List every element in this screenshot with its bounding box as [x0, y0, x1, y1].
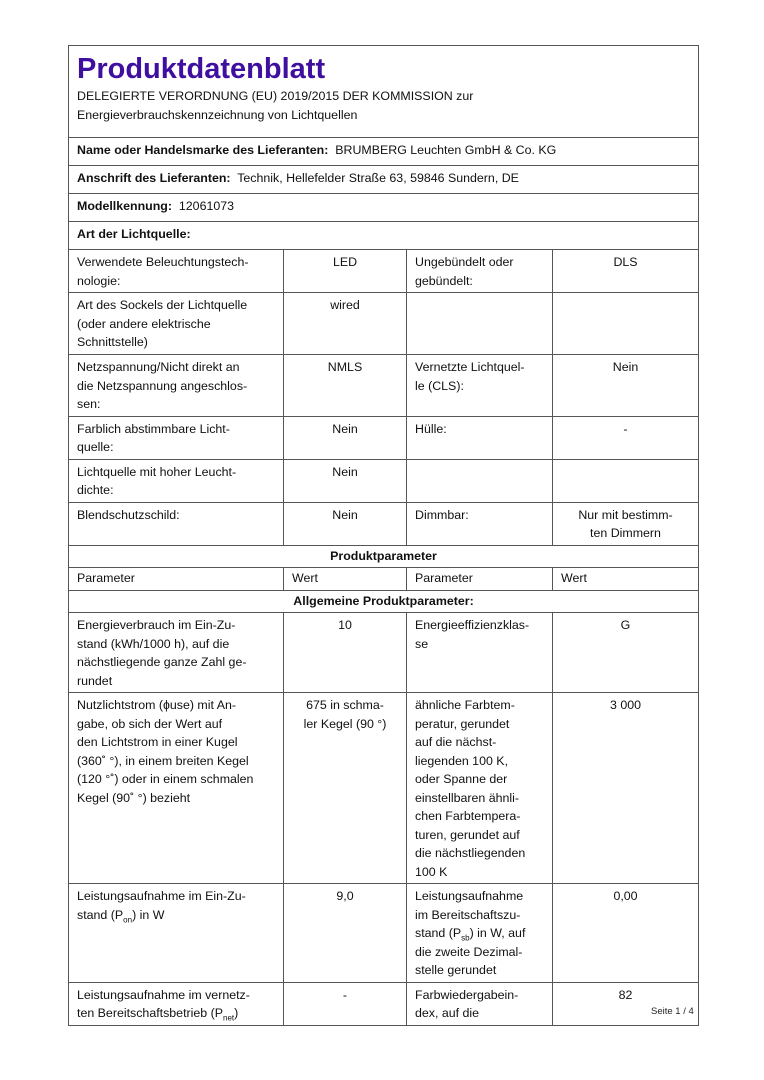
- param-cell: [406, 292, 553, 355]
- value-cell: 82: [552, 981, 699, 1026]
- header-cell: Produktdatenblatt DELEGIERTE VERORDNUNG …: [68, 45, 699, 138]
- value-cell: Nur mit bestimm- ten Dimmern: [552, 501, 699, 546]
- param-cell: Blendschutzschild:: [68, 501, 284, 546]
- param-cell: Energieeffizienzklas- se: [406, 612, 553, 693]
- value-cell: 3 000: [552, 692, 699, 884]
- param-cell: ähnliche Farbtem- peratur, gerundet auf …: [406, 692, 553, 884]
- param-cell: Leistungsaufnahme im Ein-Zu- stand (Pon)…: [68, 883, 284, 983]
- table-row: Lichtquelle mit hoher Leucht- dichte: Ne…: [68, 458, 699, 503]
- model-row: Modellkennung: 12061073: [68, 193, 699, 222]
- value-cell: 0,00: [552, 883, 699, 983]
- table-row: Leistungsaufnahme im vernetz- ten Bereit…: [68, 981, 699, 1026]
- value-cell: -: [552, 415, 699, 460]
- subscript: on: [123, 914, 133, 924]
- table-row: Verwendete Beleuchtungstech- nologie: LE…: [68, 249, 699, 293]
- value-cell: -: [283, 981, 407, 1026]
- param-cell: Farbwiedergabein- dex, auf die: [406, 981, 553, 1026]
- model-value: 12061073: [178, 199, 235, 213]
- param-cell: Hülle:: [406, 415, 553, 460]
- param-cell: [406, 458, 553, 503]
- subscript: sb: [461, 933, 470, 943]
- param-text: Leistungsaufnahme im Ein-Zu- stand (P: [77, 889, 246, 922]
- subscript: net: [223, 1013, 235, 1023]
- supplier-row: Name oder Handelsmarke des Lieferanten: …: [68, 137, 699, 166]
- address-label: Anschrift des Lieferanten:: [77, 171, 231, 185]
- param-cell: Art des Sockels der Lichtquelle (oder an…: [68, 292, 284, 355]
- page-number: Seite 1 / 4: [651, 1006, 694, 1017]
- value-cell: Nein: [283, 458, 407, 503]
- param-text: Leistungsaufnahme im Bereitschaftszu- st…: [415, 889, 524, 940]
- value-cell: Nein: [283, 415, 407, 460]
- light-source-type-heading: Art der Lichtquelle:: [68, 221, 699, 250]
- value-cell: 10: [283, 612, 407, 693]
- table-row: Art des Sockels der Lichtquelle (oder an…: [68, 292, 699, 355]
- value-cell: G: [552, 612, 699, 693]
- param-cell: Netzspannung/Nicht direkt an die Netzspa…: [68, 354, 284, 417]
- value-cell: LED: [283, 249, 407, 293]
- param-cell: Ungebündelt oder gebündelt:: [406, 249, 553, 293]
- column-header: Parameter: [406, 567, 553, 591]
- page-title: Produktdatenblatt: [77, 53, 326, 85]
- param-cell: Vernetzte Lichtquel- le (CLS):: [406, 354, 553, 417]
- general-parameters-heading: Allgemeine Produktparameter:: [68, 589, 699, 613]
- value-cell: NMLS: [283, 354, 407, 417]
- table-row: Farblich abstimmbare Licht- quelle: Nein…: [68, 415, 699, 460]
- value-cell: wired: [283, 292, 407, 355]
- table-row: Netzspannung/Nicht direkt an die Netzspa…: [68, 354, 699, 417]
- param-cell: Leistungsaufnahme im Bereitschaftszu- st…: [406, 883, 553, 983]
- model-label: Modellkennung:: [77, 199, 172, 213]
- address-row: Anschrift des Lieferanten: Technik, Hell…: [68, 165, 699, 194]
- value-cell: [552, 458, 699, 503]
- param-cell: Leistungsaufnahme im vernetz- ten Bereit…: [68, 981, 284, 1026]
- value-cell: Nein: [283, 501, 407, 546]
- table-row: Blendschutzschild: Nein Dimmbar: Nur mit…: [68, 501, 699, 546]
- param-cell: Energieverbrauch im Ein-Zu- stand (kWh/1…: [68, 612, 284, 693]
- supplier-label: Name oder Handelsmarke des Lieferanten:: [77, 143, 329, 157]
- param-cell: Nutzlichtstrom (ɸuse) mit An- gabe, ob s…: [68, 692, 284, 884]
- param-cell: Farblich abstimmbare Licht- quelle:: [68, 415, 284, 460]
- product-datasheet: Produktdatenblatt DELEGIERTE VERORDNUNG …: [68, 45, 699, 1026]
- param-text: Leistungsaufnahme im vernetz- ten Bereit…: [77, 987, 250, 1021]
- column-header-row: Parameter Wert Parameter Wert: [68, 567, 699, 591]
- table-row: Nutzlichtstrom (ɸuse) mit An- gabe, ob s…: [68, 692, 699, 884]
- regulation-subtitle: DELEGIERTE VERORDNUNG (EU) 2019/2015 DER…: [77, 89, 474, 122]
- column-header: Wert: [552, 567, 699, 591]
- product-parameters-heading: Produktparameter: [68, 544, 699, 568]
- column-header: Parameter: [68, 567, 284, 591]
- table-row: Energieverbrauch im Ein-Zu- stand (kWh/1…: [68, 612, 699, 693]
- value-cell: 675 in schma- ler Kegel (90 °): [283, 692, 407, 884]
- param-cell: Dimmbar:: [406, 501, 553, 546]
- param-text: ): [234, 1006, 239, 1020]
- param-text: ) in W: [132, 907, 165, 922]
- param-text: ) in W, auf die zweite Dezimal- stelle g…: [415, 926, 526, 977]
- datasheet-table: Produktdatenblatt DELEGIERTE VERORDNUNG …: [68, 45, 699, 1026]
- supplier-value: BRUMBERG Leuchten GmbH & Co. KG: [335, 143, 557, 157]
- address-value: Technik, Hellefelder Straße 63, 59846 Su…: [237, 171, 519, 185]
- param-cell: Verwendete Beleuchtungstech- nologie:: [68, 249, 284, 293]
- param-cell: Lichtquelle mit hoher Leucht- dichte:: [68, 458, 284, 503]
- value-cell: 9,0: [283, 883, 407, 983]
- value-cell: DLS: [552, 249, 699, 293]
- value-cell: [552, 292, 699, 355]
- column-header: Wert: [283, 567, 407, 591]
- value-cell: Nein: [552, 354, 699, 417]
- table-row: Leistungsaufnahme im Ein-Zu- stand (Pon)…: [68, 883, 699, 983]
